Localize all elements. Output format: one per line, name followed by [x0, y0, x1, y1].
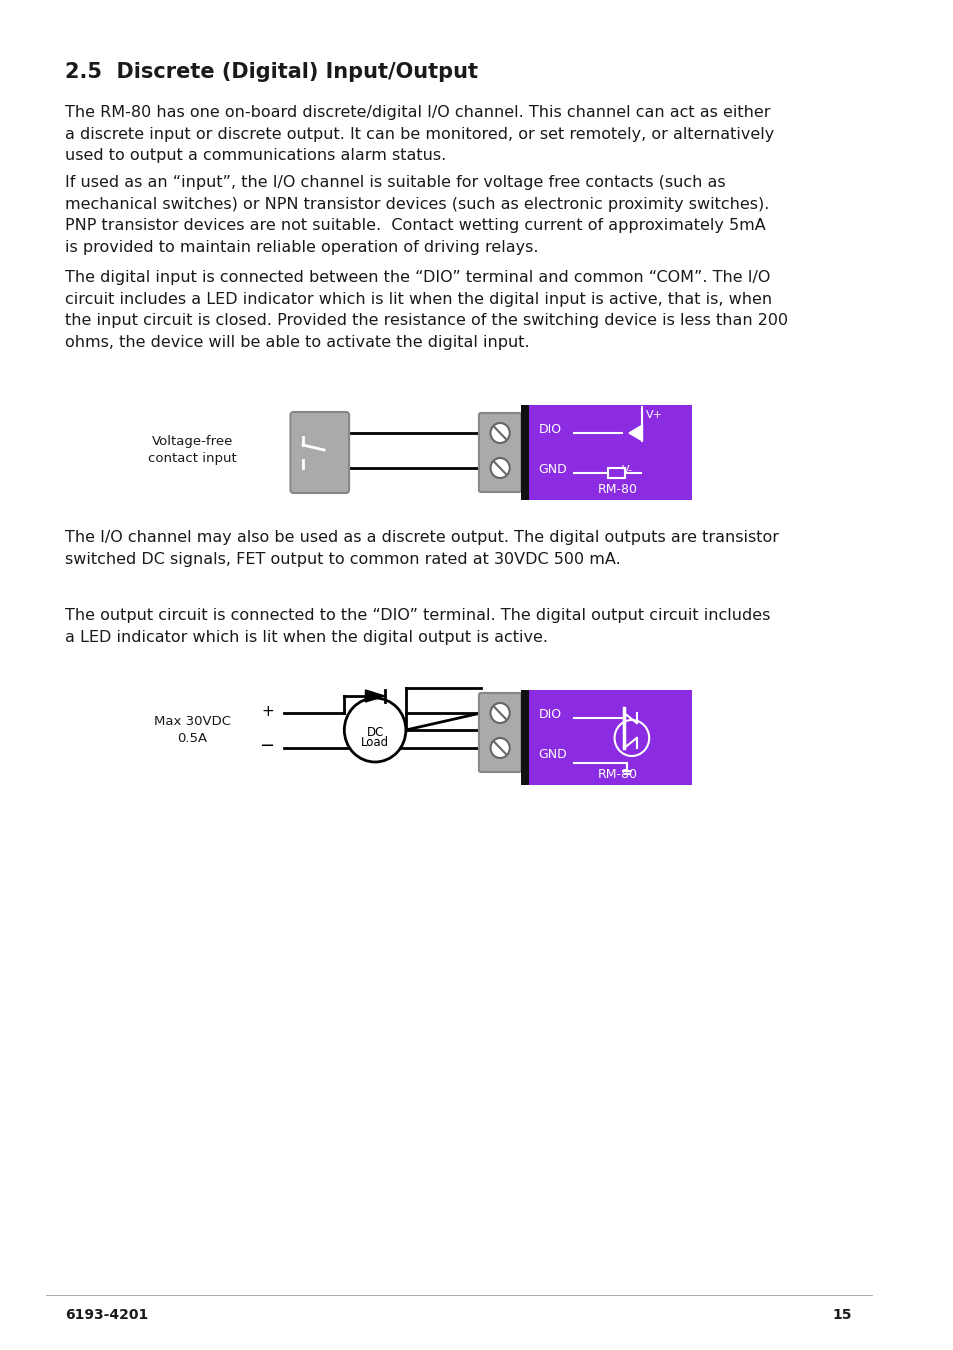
Bar — [607, 468, 624, 478]
Text: DIO: DIO — [538, 423, 561, 436]
Text: V+: V+ — [645, 410, 662, 420]
Text: GND: GND — [538, 748, 567, 761]
Text: −: − — [258, 737, 274, 755]
Text: DC: DC — [366, 726, 383, 738]
Polygon shape — [628, 425, 641, 441]
FancyBboxPatch shape — [478, 693, 520, 772]
Circle shape — [490, 458, 509, 478]
Text: Max 30VDC
0.5A: Max 30VDC 0.5A — [153, 716, 231, 745]
Text: +: + — [261, 703, 274, 718]
Text: RM-80: RM-80 — [598, 483, 638, 495]
Text: RM-80: RM-80 — [598, 768, 638, 782]
Text: Load: Load — [360, 736, 389, 749]
FancyBboxPatch shape — [478, 413, 520, 491]
Text: 2.5  Discrete (Digital) Input/Output: 2.5 Discrete (Digital) Input/Output — [66, 62, 477, 82]
FancyBboxPatch shape — [290, 412, 349, 493]
Text: Voltage-free
contact input: Voltage-free contact input — [148, 435, 236, 464]
Circle shape — [490, 703, 509, 724]
Circle shape — [490, 423, 509, 443]
Text: V-: V- — [621, 464, 633, 475]
Bar — [520, 405, 528, 500]
Text: The digital input is connected between the “DIO” terminal and common “COM”. The : The digital input is connected between t… — [66, 270, 788, 350]
Bar — [520, 690, 528, 784]
Text: The RM-80 has one on-board discrete/digital I/O channel. This channel can act as: The RM-80 has one on-board discrete/digi… — [66, 105, 774, 163]
Circle shape — [490, 738, 509, 757]
Bar — [528, 690, 692, 784]
Text: GND: GND — [538, 463, 567, 477]
Text: If used as an “input”, the I/O channel is suitable for voltage free contacts (su: If used as an “input”, the I/O channel i… — [66, 176, 769, 255]
Text: 15: 15 — [832, 1308, 851, 1322]
Text: The output circuit is connected to the “DIO” terminal. The digital output circui: The output circuit is connected to the “… — [66, 608, 770, 644]
Bar — [528, 405, 692, 500]
Polygon shape — [365, 690, 384, 702]
Circle shape — [344, 698, 405, 761]
Text: DIO: DIO — [538, 707, 561, 721]
Text: The I/O channel may also be used as a discrete output. The digital outputs are t: The I/O channel may also be used as a di… — [66, 531, 779, 567]
Text: 6193-4201: 6193-4201 — [66, 1308, 149, 1322]
